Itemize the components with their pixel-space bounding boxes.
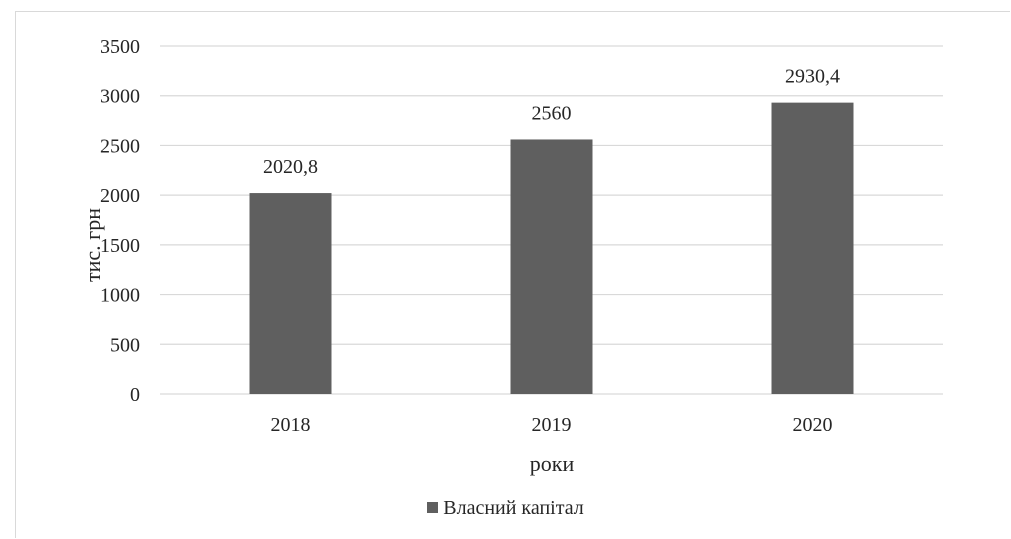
bar xyxy=(510,139,593,394)
x-axis-tick-labels: 2018 2019 2020 xyxy=(271,414,833,436)
legend-label: Власний капітал xyxy=(443,497,584,519)
x-axis-title: роки xyxy=(530,451,575,476)
bar xyxy=(249,193,332,394)
bars xyxy=(249,102,854,394)
y-tick-label: 1500 xyxy=(100,235,140,257)
data-labels: 2020,8 2560 2930,4 xyxy=(263,66,840,178)
legend-swatch xyxy=(427,502,439,513)
x-tick-label: 2020 xyxy=(793,414,833,436)
y-tick-label: 500 xyxy=(110,334,140,356)
bar xyxy=(771,102,854,394)
y-tick-label: 2500 xyxy=(100,135,140,157)
data-label: 2020,8 xyxy=(263,156,318,178)
x-tick-label: 2019 xyxy=(532,414,572,436)
y-tick-label: 1000 xyxy=(100,285,140,307)
legend: Власний капітал xyxy=(0,497,1011,520)
data-label: 2930,4 xyxy=(785,66,840,88)
y-tick-label: 3500 xyxy=(100,36,140,58)
data-label: 2560 xyxy=(532,102,572,124)
y-tick-label: 2000 xyxy=(100,185,140,207)
chart-frame xyxy=(15,11,1010,538)
y-axis-tick-labels: 0 500 1000 1500 2000 2500 3000 3500 xyxy=(100,36,140,406)
y-tick-label: 0 xyxy=(130,384,140,406)
x-tick-label: 2018 xyxy=(271,414,311,436)
y-tick-label: 3000 xyxy=(100,86,140,108)
y-axis-title: тис. грн xyxy=(80,208,105,282)
